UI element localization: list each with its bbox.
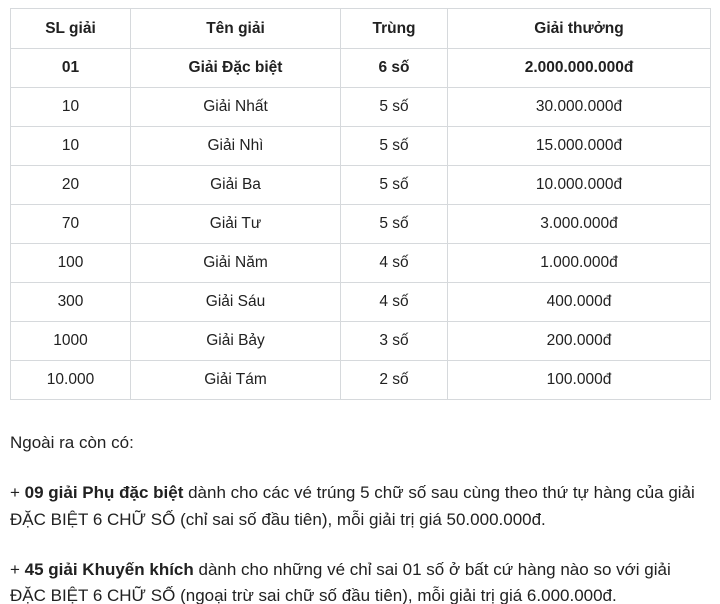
- note-bold-text: 45 giải Khuyến khích: [24, 560, 194, 580]
- cell-ten: Giải Đặc biệt: [130, 48, 341, 88]
- cell-thuong: 100.000đ: [447, 360, 711, 400]
- header-sl-giai: SL giải: [10, 8, 131, 49]
- note-khuyen-khich: + 45 giải Khuyến khích dành cho những vé…: [10, 557, 710, 604]
- header-trung: Trùng: [340, 8, 448, 49]
- cell-ten: Giải Tư: [130, 204, 341, 244]
- notes-section: Ngoài ra còn có: + 09 giải Phụ đặc biệt …: [10, 430, 710, 604]
- table-row: 10 Giải Nhất 5 số 30.000.000đ: [10, 87, 711, 127]
- cell-sl: 300: [10, 282, 131, 322]
- cell-trung: 6 số: [340, 48, 448, 88]
- cell-sl: 20: [10, 165, 131, 205]
- cell-thuong: 15.000.000đ: [447, 126, 711, 166]
- note-rest-text: dành cho những vé chỉ sai 01 số ở bất cứ…: [10, 560, 671, 604]
- cell-trung: 4 số: [340, 243, 448, 283]
- cell-sl: 70: [10, 204, 131, 244]
- cell-ten: Giải Bảy: [130, 321, 341, 361]
- cell-ten: Giải Nhì: [130, 126, 341, 166]
- cell-trung: 4 số: [340, 282, 448, 322]
- cell-trung: 5 số: [340, 204, 448, 244]
- cell-thuong: 3.000.000đ: [447, 204, 711, 244]
- cell-trung: 2 số: [340, 360, 448, 400]
- cell-sl: 10.000: [10, 360, 131, 400]
- header-ten-giai: Tên giải: [130, 8, 341, 49]
- header-giai-thuong: Giải thưởng: [447, 8, 711, 49]
- notes-intro: Ngoài ra còn có:: [10, 433, 134, 452]
- note-bold-text: 09 giải Phụ đặc biệt: [24, 483, 184, 503]
- cell-trung: 3 số: [340, 321, 448, 361]
- cell-sl: 100: [10, 243, 131, 283]
- cell-ten: Giải Nhất: [130, 87, 341, 127]
- cell-thuong: 400.000đ: [447, 282, 711, 322]
- note-rest-text: dành cho các vé trúng 5 chữ số sau cùng …: [10, 483, 695, 529]
- cell-thuong: 30.000.000đ: [447, 87, 711, 127]
- note-prefix: +: [10, 483, 25, 503]
- cell-sl: 10: [10, 126, 131, 166]
- cell-sl: 10: [10, 87, 131, 127]
- table-row: 1000 Giải Bảy 3 số 200.000đ: [10, 321, 711, 361]
- table-row: 100 Giải Năm 4 số 1.000.000đ: [10, 243, 711, 283]
- cell-trung: 5 số: [340, 165, 448, 205]
- table-header-row: SL giải Tên giải Trùng Giải thưởng: [10, 8, 711, 49]
- prize-table: SL giải Tên giải Trùng Giải thưởng 01 Gi…: [10, 8, 711, 400]
- cell-trung: 5 số: [340, 87, 448, 127]
- table-row: 01 Giải Đặc biệt 6 số 2.000.000.000đ: [10, 48, 711, 88]
- note-prefix: +: [10, 560, 25, 580]
- cell-thuong: 200.000đ: [447, 321, 711, 361]
- cell-ten: Giải Năm: [130, 243, 341, 283]
- note-phu-dac-biet: + 09 giải Phụ đặc biệt dành cho các vé t…: [10, 480, 710, 533]
- table-row: 10.000 Giải Tám 2 số 100.000đ: [10, 360, 711, 400]
- cell-thuong: 2.000.000.000đ: [447, 48, 711, 88]
- cell-thuong: 1.000.000đ: [447, 243, 711, 283]
- cell-ten: Giải Tám: [130, 360, 341, 400]
- table-row: 20 Giải Ba 5 số 10.000.000đ: [10, 165, 711, 205]
- table-row: 300 Giải Sáu 4 số 400.000đ: [10, 282, 711, 322]
- cell-sl: 1000: [10, 321, 131, 361]
- cell-ten: Giải Sáu: [130, 282, 341, 322]
- table-row: 10 Giải Nhì 5 số 15.000.000đ: [10, 126, 711, 166]
- table-row: 70 Giải Tư 5 số 3.000.000đ: [10, 204, 711, 244]
- cell-sl: 01: [10, 48, 131, 88]
- cell-trung: 5 số: [340, 126, 448, 166]
- cell-thuong: 10.000.000đ: [447, 165, 711, 205]
- cell-ten: Giải Ba: [130, 165, 341, 205]
